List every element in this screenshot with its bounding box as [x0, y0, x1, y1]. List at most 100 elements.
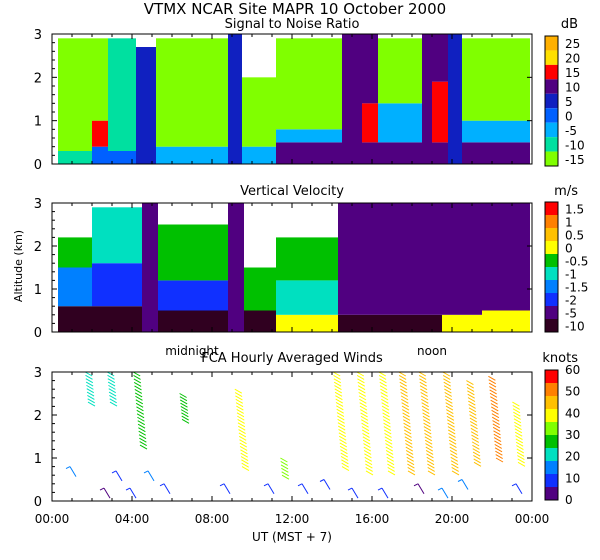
wind-barb: [180, 402, 188, 408]
panel-title: Vertical Velocity: [240, 184, 344, 199]
colorbar-swatch: [545, 36, 558, 51]
wind-barb: [69, 466, 77, 477]
wind-barb: [495, 454, 503, 460]
wind-barb: [489, 389, 497, 395]
colorbar-label: 0: [565, 493, 573, 507]
wind-barb: [418, 374, 427, 380]
wind-barb: [134, 392, 143, 398]
heatmap-cell: [276, 38, 342, 130]
wind-barb: [147, 470, 155, 482]
wind-barb: [406, 453, 414, 459]
wind-barb: [241, 459, 249, 465]
heatmap-cell: [242, 146, 276, 164]
wind-barb: [236, 405, 244, 411]
colorbar-label: 5: [565, 95, 573, 109]
wind-barb: [381, 402, 389, 408]
wind-barb: [512, 401, 520, 407]
wind-barb: [337, 415, 345, 421]
wind-barb: [380, 395, 389, 401]
colorbar-swatch: [545, 409, 558, 422]
wind-barb: [406, 460, 415, 466]
wind-barb: [241, 462, 249, 468]
wind-barb: [179, 396, 188, 402]
wind-barb: [424, 436, 433, 442]
wind-barb: [398, 374, 407, 380]
wind-barb: [125, 487, 131, 491]
wind-barb: [180, 405, 189, 411]
colorbar-swatch: [545, 293, 558, 306]
wind-barb: [365, 463, 373, 469]
wind-barb: [360, 415, 369, 421]
wind-barb: [65, 466, 71, 470]
wind-barb: [379, 381, 387, 387]
heatmap-cell: [156, 38, 228, 147]
wind-barb: [426, 456, 434, 462]
wind-barb: [517, 461, 526, 467]
colorbar-swatch: [545, 370, 558, 383]
colorbar-swatch: [545, 422, 558, 435]
wind-barb: [386, 456, 394, 462]
wind-barb: [87, 401, 96, 407]
wind-barb: [359, 398, 367, 404]
wind-barb: [111, 470, 117, 474]
colorbar-label: -1.5: [565, 281, 588, 295]
heatmap-cell: [242, 77, 276, 147]
wind-barb: [400, 395, 409, 401]
wind-barb: [359, 405, 368, 411]
wind-barb: [387, 467, 395, 472]
wind-barb: [417, 483, 425, 495]
panel-title: FCA Hourly Averaged Winds: [201, 351, 383, 366]
heatmap-cell: [448, 34, 462, 164]
wind-barb: [426, 453, 434, 459]
wind-barb: [181, 415, 189, 421]
wind-barb: [461, 479, 469, 490]
wind-barb: [382, 409, 390, 414]
wind-barb: [407, 463, 415, 469]
heatmap-cell: [244, 310, 276, 332]
x-tick-label: 12:00: [275, 512, 310, 526]
heatmap-cell: [108, 151, 136, 164]
wind-barb: [335, 398, 343, 404]
heatmap-cell: [158, 280, 228, 311]
colorbar-units: m/s: [554, 184, 578, 199]
colorbar-swatch: [545, 487, 558, 500]
wind-barb: [341, 466, 350, 472]
wind-barb: [387, 463, 395, 469]
wind-barb: [84, 371, 93, 377]
heatmap-cell: [58, 38, 92, 152]
wind-barb: [418, 371, 427, 377]
heatmap-cell: [92, 146, 108, 164]
colorbar-label: 1.5: [565, 203, 584, 217]
wind-barb: [421, 405, 430, 411]
y-tick-label: 2: [34, 240, 42, 255]
y-tick-label: 3: [34, 366, 42, 381]
wind-barb: [400, 392, 408, 397]
wind-barb: [406, 456, 414, 462]
wind-barb: [361, 426, 370, 431]
wind-barb: [359, 402, 367, 408]
wind-barb: [492, 426, 501, 432]
wind-barb: [237, 419, 245, 424]
heatmap-cell: [276, 129, 342, 143]
wind-barb: [444, 395, 453, 401]
wind-barb: [139, 441, 147, 447]
heatmap-cell: [156, 146, 228, 164]
wind-barb: [237, 415, 245, 421]
wind-barb: [469, 414, 477, 420]
y-tick-label: 1: [34, 115, 42, 130]
heatmap-cell: [362, 103, 378, 143]
wind-barb: [468, 400, 476, 406]
wind-barb: [351, 487, 359, 499]
wind-barb: [386, 460, 395, 466]
wind-barb: [323, 479, 331, 490]
wind-barb: [107, 378, 116, 384]
wind-barb: [379, 385, 388, 391]
wind-barb: [133, 375, 141, 380]
wind-barb: [137, 423, 146, 429]
wind-barb: [420, 388, 428, 394]
wind-barb: [180, 409, 189, 415]
wind-barb: [448, 439, 457, 445]
wind-barb: [236, 412, 245, 418]
wind-barb: [179, 393, 187, 398]
